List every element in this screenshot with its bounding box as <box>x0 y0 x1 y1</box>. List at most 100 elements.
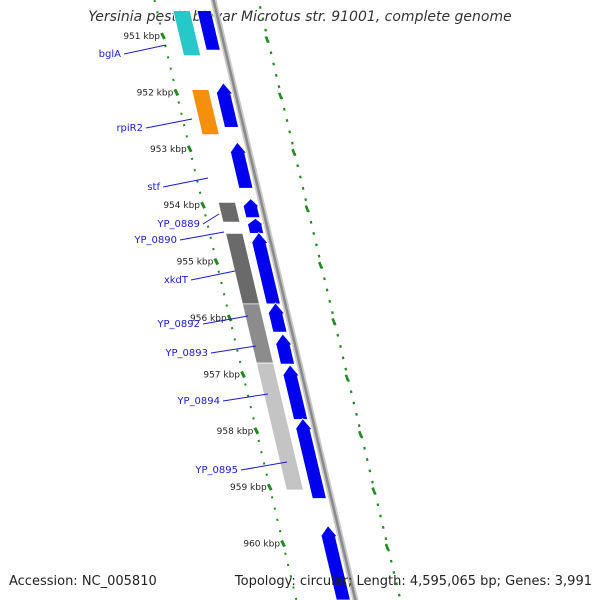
tick-track-dot <box>276 518 279 522</box>
kbp-tick-mark <box>186 145 193 153</box>
feature-stf[interactable] <box>228 141 254 189</box>
gene-label-leader <box>202 213 220 225</box>
tick-track-dot <box>212 247 215 251</box>
feature-xkdt-fwd[interactable] <box>250 231 281 305</box>
tick-track-dot <box>225 304 228 307</box>
tick-track-dot <box>238 360 242 364</box>
feature-next-fwd[interactable] <box>319 525 351 600</box>
feature-yp-0889[interactable] <box>217 201 241 223</box>
outer-ring-dot <box>304 198 308 202</box>
tick-track-dot <box>180 112 183 116</box>
outer-ring-major-dash <box>264 35 270 43</box>
tick-track-dot <box>177 101 180 104</box>
tick-track-dot <box>204 214 207 217</box>
kbp-tick-label: 951 kbp <box>123 32 160 42</box>
kbp-tick-label: 957 kbp <box>203 370 240 380</box>
kbp-tick-mark <box>266 483 273 491</box>
kbp-tick-mark <box>226 314 233 322</box>
tick-track-dot <box>278 529 282 533</box>
kbp-tick-label: 955 kbp <box>177 258 214 268</box>
tick-track-dot <box>286 563 290 567</box>
gene-label-yp-0892[interactable]: YP_0892 <box>156 319 200 330</box>
outer-ring-dot <box>376 503 380 507</box>
tick-track-dot <box>166 56 170 59</box>
outer-ring-dot <box>258 6 262 10</box>
outer-ring-dot <box>315 243 318 247</box>
tick-track-dot <box>249 405 252 409</box>
outer-ring-dot <box>363 446 366 450</box>
gene-label-bgla[interactable]: bglA <box>99 49 121 60</box>
feature-bgla-fwd[interactable] <box>196 10 221 51</box>
tick-track-dot <box>270 496 274 499</box>
outer-ring-major-dash <box>278 92 283 100</box>
outer-ring-dot <box>282 107 286 111</box>
tick-track-dot <box>196 180 199 183</box>
feature-yp-0892-fwd[interactable] <box>266 302 288 333</box>
feature-yp-0894-fwd[interactable] <box>281 364 309 420</box>
tick-track-dot <box>198 191 202 195</box>
kbp-tick-mark <box>173 88 180 97</box>
gene-label-yp-0895[interactable]: YP_0895 <box>194 465 238 476</box>
tick-track-dot <box>252 417 255 420</box>
outer-ring-dot <box>331 311 334 315</box>
tick-track-dot <box>265 473 269 477</box>
outer-ring-dot <box>352 401 356 405</box>
kbp-tick-label: 952 kbp <box>137 88 174 98</box>
gene-label-yp-0893[interactable]: YP_0893 <box>164 348 208 359</box>
gene-label-yp-0894[interactable]: YP_0894 <box>176 396 220 407</box>
gene-label-rpir2[interactable]: rpiR2 <box>116 123 143 134</box>
feature-yp-0889-fwd[interactable] <box>241 198 261 219</box>
outer-ring-dot <box>384 537 388 541</box>
kbp-tick-mark <box>200 201 206 209</box>
feature-rpir2[interactable] <box>191 89 220 136</box>
outer-ring-dot <box>355 412 358 416</box>
gene-label-leader <box>123 44 167 55</box>
tick-track-dot <box>233 338 236 341</box>
feature-rpir2-fwd[interactable] <box>214 82 240 128</box>
map-title: Yersinia pestis biovar Microtus str. 910… <box>88 9 512 25</box>
outer-ring-dot <box>392 571 396 575</box>
tick-track-dot <box>289 575 293 578</box>
tick-track-dot <box>172 78 175 82</box>
feature-yp-0890-fwd[interactable] <box>245 217 265 234</box>
kbp-tick-mark <box>213 257 220 266</box>
outer-ring-dot <box>389 559 393 563</box>
gene-label-yp-0889[interactable]: YP_0889 <box>156 219 200 230</box>
outer-ring-dot <box>264 28 267 32</box>
tick-track-dot <box>185 135 188 138</box>
feature-yp-0894[interactable] <box>255 362 304 491</box>
outer-ring-dot <box>285 119 289 123</box>
outer-ring-major-dash <box>318 261 323 269</box>
outer-ring-major-dash <box>371 487 377 495</box>
outer-ring-dot <box>379 514 382 518</box>
tick-track-dot <box>153 0 156 3</box>
outer-ring-dot <box>309 220 313 224</box>
gene-label-yp-0890[interactable]: YP_0890 <box>133 235 177 246</box>
gene-label-leader <box>162 177 209 188</box>
tick-track-dot <box>220 281 223 285</box>
kbp-tick-label: 954 kbp <box>163 201 200 211</box>
tick-track-dot <box>158 22 162 25</box>
outer-ring-dot <box>368 469 372 473</box>
outer-ring-dot <box>349 390 353 394</box>
outer-ring-dot <box>325 288 329 292</box>
gene-label-leader <box>222 393 269 402</box>
outer-ring-dot <box>272 62 276 66</box>
gene-label-xkdt[interactable]: xkdT <box>164 275 189 286</box>
outer-ring-major-dash <box>358 430 363 438</box>
kbp-tick-mark <box>253 427 260 435</box>
kbp-tick-mark <box>280 539 286 548</box>
gene-label-leader <box>145 118 193 129</box>
outer-ring-dot <box>336 333 340 337</box>
feature-yp-0893-fwd[interactable] <box>274 333 296 365</box>
kbp-tick-mark <box>160 32 166 40</box>
feature-bgla[interactable] <box>172 10 202 57</box>
outer-ring-dot <box>277 85 281 89</box>
outer-ring-dot <box>381 525 385 529</box>
feature-yp-0895-fwd[interactable] <box>294 417 327 499</box>
gene-label-leader <box>202 315 249 325</box>
gene-label-stf[interactable]: stf <box>147 182 160 193</box>
outer-ring-dot <box>269 51 273 55</box>
outer-ring-major-dash <box>291 148 296 156</box>
